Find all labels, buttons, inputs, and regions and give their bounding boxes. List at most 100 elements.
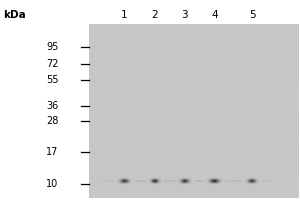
- Bar: [272, 180, 273, 182]
- Bar: [100, 180, 101, 182]
- Bar: [263, 180, 264, 182]
- Bar: [229, 180, 230, 182]
- Bar: [131, 180, 132, 182]
- Bar: [265, 180, 266, 182]
- Bar: [177, 180, 178, 182]
- Bar: [206, 180, 207, 182]
- Bar: [104, 180, 105, 182]
- Bar: [213, 180, 214, 182]
- Bar: [280, 180, 281, 182]
- Bar: [248, 180, 249, 182]
- Bar: [195, 180, 196, 182]
- Bar: [154, 180, 155, 182]
- Bar: [176, 180, 177, 182]
- Bar: [178, 180, 179, 182]
- Bar: [254, 180, 255, 182]
- Bar: [258, 180, 259, 182]
- Bar: [110, 180, 111, 182]
- Bar: [124, 180, 125, 182]
- Bar: [234, 180, 235, 182]
- Bar: [217, 180, 218, 182]
- Bar: [113, 180, 114, 182]
- Bar: [185, 180, 186, 182]
- Bar: [160, 180, 161, 182]
- Bar: [112, 180, 113, 182]
- Bar: [111, 180, 112, 182]
- Bar: [170, 180, 171, 182]
- Bar: [164, 180, 165, 182]
- Bar: [259, 180, 260, 182]
- Bar: [125, 180, 126, 182]
- Bar: [138, 180, 139, 182]
- Bar: [149, 180, 150, 182]
- Bar: [220, 180, 221, 182]
- Bar: [187, 180, 188, 182]
- Bar: [144, 180, 145, 182]
- Bar: [96, 180, 97, 182]
- Bar: [141, 180, 142, 182]
- Bar: [261, 180, 262, 182]
- Bar: [174, 180, 175, 182]
- Bar: [231, 180, 232, 182]
- Bar: [271, 180, 272, 182]
- Bar: [108, 180, 109, 182]
- Bar: [157, 180, 158, 182]
- Bar: [120, 180, 121, 182]
- Bar: [207, 180, 208, 182]
- Bar: [101, 180, 102, 182]
- Bar: [270, 180, 271, 182]
- Bar: [189, 180, 190, 182]
- Bar: [216, 180, 217, 182]
- Bar: [169, 180, 170, 182]
- Bar: [228, 180, 229, 182]
- Bar: [200, 180, 201, 182]
- Bar: [146, 180, 147, 182]
- Bar: [262, 180, 263, 182]
- Bar: [223, 180, 224, 182]
- Bar: [278, 180, 279, 182]
- Bar: [114, 180, 115, 182]
- Bar: [142, 180, 143, 182]
- Bar: [255, 180, 256, 182]
- Text: kDa: kDa: [3, 10, 26, 20]
- Bar: [139, 180, 140, 182]
- Bar: [198, 180, 199, 182]
- Bar: [183, 180, 184, 182]
- Bar: [117, 180, 118, 182]
- Bar: [97, 180, 98, 182]
- Bar: [161, 180, 162, 182]
- Bar: [148, 180, 149, 182]
- Text: 55: 55: [46, 75, 58, 85]
- Bar: [167, 180, 168, 182]
- Text: 3: 3: [181, 10, 188, 20]
- Text: 10: 10: [46, 179, 59, 189]
- Bar: [244, 180, 245, 182]
- Bar: [132, 180, 133, 182]
- Bar: [249, 180, 250, 182]
- Bar: [179, 180, 180, 182]
- Bar: [175, 180, 176, 182]
- Bar: [153, 180, 154, 182]
- Bar: [145, 180, 146, 182]
- Bar: [159, 180, 160, 182]
- Bar: [192, 180, 193, 182]
- Bar: [233, 180, 234, 182]
- Bar: [191, 180, 192, 182]
- Bar: [122, 180, 123, 182]
- Bar: [209, 180, 210, 182]
- Bar: [197, 180, 198, 182]
- Bar: [268, 180, 269, 182]
- Bar: [181, 180, 182, 182]
- Bar: [274, 180, 275, 182]
- Bar: [165, 180, 166, 182]
- Text: 28: 28: [46, 116, 59, 126]
- Bar: [193, 180, 194, 182]
- Bar: [151, 180, 152, 182]
- Bar: [245, 180, 246, 182]
- Bar: [180, 180, 181, 182]
- Bar: [267, 180, 268, 182]
- Bar: [123, 180, 124, 182]
- Bar: [236, 180, 237, 182]
- Bar: [226, 180, 227, 182]
- Text: 36: 36: [46, 101, 59, 111]
